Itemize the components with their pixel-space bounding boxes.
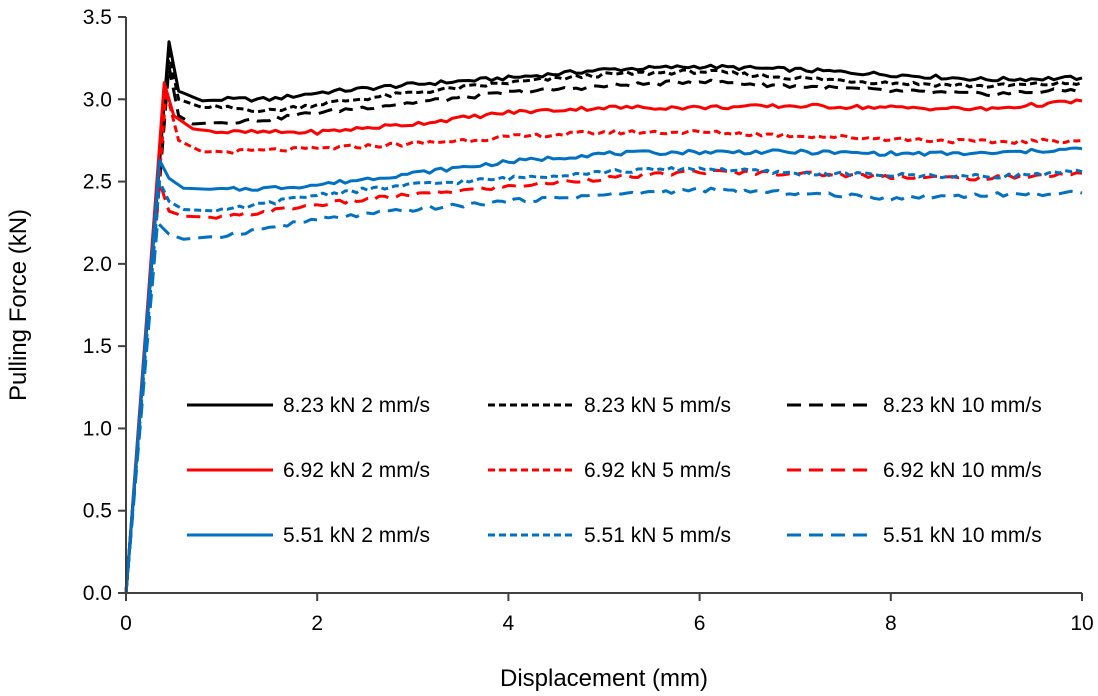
y-tick-label: 3.0 <box>83 88 112 111</box>
series-line-5-51-kn-2-mm-s <box>124 146 1083 594</box>
x-tick-label: 6 <box>694 612 706 635</box>
y-tick-label: 0.0 <box>83 582 112 605</box>
legend-entry: 6.92 kN 2 mm/s <box>187 459 430 482</box>
y-tick-label: 2.0 <box>83 253 112 276</box>
x-axis-title: Displacement (mm) <box>500 665 708 692</box>
plot-lines <box>124 40 1083 594</box>
series-line-8-23-kn-10-mm-s <box>124 64 1083 594</box>
y-tick-label: 3.5 <box>83 6 112 29</box>
legend-label: 6.92 kN 2 mm/s <box>283 459 430 482</box>
legend-label: 5.51 kN 2 mm/s <box>283 524 430 547</box>
legend-entry: 5.51 kN 2 mm/s <box>187 524 430 547</box>
y-tick-label: 0.5 <box>83 500 112 523</box>
legend-entry: 8.23 kN 10 mm/s <box>787 394 1042 417</box>
legend-label: 6.92 kN 5 mm/s <box>584 459 731 482</box>
x-tick-label: 4 <box>503 612 515 635</box>
y-tick-label: 2.5 <box>83 171 112 194</box>
y-tick-label: 1.5 <box>83 335 112 358</box>
legend-label: 5.51 kN 10 mm/s <box>883 524 1042 547</box>
series-line-6-92-kn-2-mm-s <box>124 81 1083 594</box>
legend-label: 8.23 kN 2 mm/s <box>283 394 430 417</box>
legend-label: 8.23 kN 5 mm/s <box>584 394 731 417</box>
legend-label: 5.51 kN 5 mm/s <box>584 524 731 547</box>
axes <box>125 17 1082 594</box>
series-line-6-92-kn-10-mm-s <box>124 168 1083 594</box>
legend-entry: 6.92 kN 10 mm/s <box>787 459 1042 482</box>
series-line-5-51-kn-10-mm-s <box>124 186 1083 594</box>
x-tick-label: 8 <box>885 612 897 635</box>
legend-entry: 5.51 kN 10 mm/s <box>787 524 1042 547</box>
x-tick-label: 2 <box>311 612 323 635</box>
ticks: 0.0 0.5 1.0 1.5 2.0 2.5 3.0 3.5 0 2 4 6 8 10 <box>83 6 1094 635</box>
legend-label: 8.23 kN 10 mm/s <box>883 394 1042 417</box>
legend-entry: 5.51 kN 5 mm/s <box>488 524 731 547</box>
x-tick-label: 10 <box>1070 612 1093 635</box>
y-axis-title: Pulling Force (kN) <box>5 209 32 401</box>
legend: 8.23 kN 2 mm/s 8.23 kN 5 mm/s 8.23 kN 10 m… <box>187 394 1042 547</box>
series-line-8-23-kn-2-mm-s <box>124 40 1083 594</box>
x-tick-label: 0 <box>120 612 132 635</box>
series-line-8-23-kn-5-mm-s <box>124 51 1083 594</box>
legend-label: 6.92 kN 10 mm/s <box>883 459 1042 482</box>
series-line-5-51-kn-5-mm-s <box>124 166 1083 594</box>
series-line-6-92-kn-5-mm-s <box>124 89 1083 594</box>
legend-entry: 8.23 kN 5 mm/s <box>488 394 731 417</box>
legend-entry: 8.23 kN 2 mm/s <box>187 394 430 417</box>
legend-entry: 6.92 kN 5 mm/s <box>488 459 731 482</box>
y-tick-label: 1.0 <box>83 417 112 440</box>
